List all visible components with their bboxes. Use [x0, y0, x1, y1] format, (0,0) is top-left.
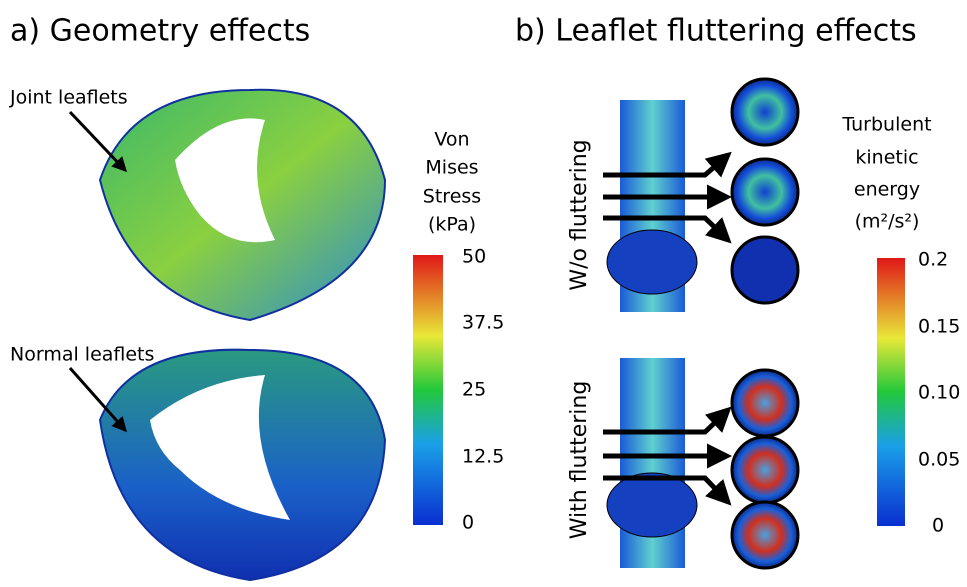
- colorbar-title: (m²/s²): [855, 211, 920, 233]
- flow-image: [607, 230, 697, 294]
- colorbar-title: Von: [434, 129, 469, 151]
- cross-section: [732, 502, 798, 568]
- annotation: Joint leaflets: [9, 87, 128, 109]
- colorbar-title: energy: [854, 179, 920, 201]
- panel-title: a) Geometry effects: [10, 14, 310, 49]
- cross-section: [732, 437, 798, 503]
- colorbar-title: Stress: [423, 186, 481, 208]
- colorbar-tick: 37.5: [462, 312, 504, 334]
- colorbar: [877, 258, 905, 526]
- cross-section: [732, 237, 798, 303]
- colorbar-title: kinetic: [855, 147, 918, 169]
- panel-title: b) Leaflet fluttering effects: [515, 14, 917, 49]
- cross-section: [732, 79, 798, 145]
- cross-section: [732, 159, 798, 225]
- row-label: With fluttering: [567, 381, 592, 540]
- figure: a) Geometry effects b) Leaflet flutterin…: [0, 0, 967, 587]
- colorbar-title: (kPa): [428, 214, 476, 236]
- colorbar-tick: 25: [462, 379, 486, 401]
- colorbar-title: Turbulent: [841, 114, 931, 136]
- colorbar-tick: 0.10: [918, 382, 960, 404]
- annotation: Normal leaflets: [10, 344, 154, 366]
- colorbar-tick: 0: [932, 515, 944, 537]
- cross-section: [732, 370, 798, 436]
- colorbar-title: Mises: [425, 157, 478, 179]
- arrow: [70, 112, 125, 170]
- flow-image: [607, 473, 697, 537]
- colorbar-tick: 0.15: [918, 316, 960, 338]
- colorbar: [413, 255, 443, 525]
- colorbar-tick: 0: [462, 512, 474, 534]
- colorbar-tick: 50: [462, 246, 486, 268]
- colorbar-tick: 12.5: [462, 446, 504, 468]
- colorbar-tick: 0.2: [918, 249, 948, 271]
- row-label: W/o fluttering: [567, 139, 592, 290]
- colorbar-tick: 0.05: [918, 449, 960, 471]
